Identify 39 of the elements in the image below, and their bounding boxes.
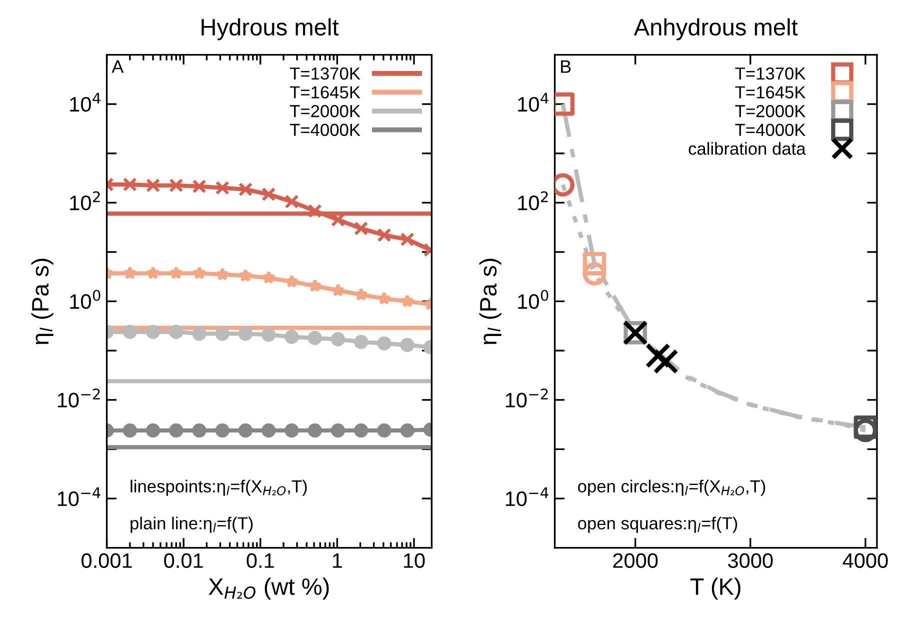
chart-title: Hydrous melt: [202, 18, 339, 40]
x-axis-title: X$_{H₂O}$ (wt %): [208, 578, 329, 600]
x-axis-title: T (K): [690, 578, 740, 600]
y-tick-label: 10$^{4}$: [518, 92, 548, 112]
y-tick-label: 10$^{−4}$: [58, 487, 100, 506]
x-tick-label: 10: [404, 553, 425, 568]
legend-label: T=2000K: [735, 104, 806, 118]
y-tick-label: 10$^{2}$: [518, 191, 548, 210]
x-tick-label: 0.01: [164, 553, 203, 568]
annotation: open squares:η$_{l}$=f(T): [578, 516, 738, 533]
x-tick-label: 0.001: [82, 553, 132, 568]
legend-label: calibration data: [688, 142, 806, 155]
legend-label: T=4000K: [290, 124, 360, 136]
annotation: plain line:η$_{l}$=f(T): [130, 516, 253, 533]
legend-label: T=1645K: [735, 86, 806, 98]
x-tick-label: 2000: [613, 553, 658, 568]
y-axis-title: η$_{l}$ (Pa s): [31, 258, 54, 344]
x-tick-label: 3000: [728, 553, 773, 568]
y-tick-label: 10$^{−4}$: [506, 487, 548, 506]
chart-title: Anhydrous melt: [634, 18, 798, 40]
x-tick-label: 0.1: [246, 553, 274, 568]
legend-label: T=2000K: [290, 104, 360, 118]
x-tick-label: 4000: [842, 553, 888, 568]
legend-label: T=1370K: [290, 67, 360, 80]
x-tick-label: 1: [332, 553, 342, 568]
annotation: A: [112, 60, 124, 73]
legend-label: T=1645K: [290, 86, 360, 98]
legend-label: T=1370K: [735, 67, 806, 80]
annotation: linespoints:η$_{l}$=f(X$_{H₂O}$,T): [130, 480, 307, 496]
y-tick-label: 10$^{0}$: [518, 290, 548, 309]
y-axis-title: η$_{l}$ (Pa s): [479, 258, 502, 344]
legend-label: T=4000K: [735, 124, 806, 136]
y-tick-label: 10$^{0}$: [70, 290, 100, 309]
y-tick-label: 10$^{−2}$: [58, 388, 100, 408]
annotation: B: [561, 60, 571, 73]
y-tick-label: 10$^{2}$: [70, 191, 100, 210]
annotation: open circles:η$_{l}$=f(X$_{H₂O}$,T): [578, 480, 766, 496]
y-tick-label: 10$^{−2}$: [506, 388, 548, 408]
y-tick-label: 10$^{4}$: [70, 92, 100, 112]
